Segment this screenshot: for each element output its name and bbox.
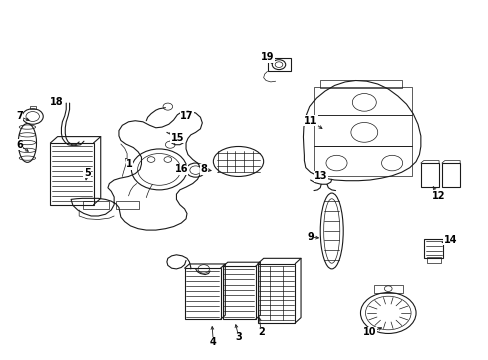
- Text: 15: 15: [170, 133, 184, 143]
- Bar: [426, 257, 440, 263]
- Text: 5: 5: [84, 168, 90, 178]
- Bar: [313, 87, 411, 116]
- Text: 3: 3: [235, 332, 242, 342]
- Bar: [82, 201, 109, 209]
- Text: 12: 12: [431, 191, 445, 201]
- Text: 18: 18: [50, 98, 63, 107]
- Bar: [420, 163, 438, 187]
- Bar: [116, 201, 139, 209]
- Text: 10: 10: [363, 327, 376, 337]
- Text: 6: 6: [16, 140, 22, 150]
- Text: 19: 19: [260, 52, 274, 62]
- Bar: [313, 147, 411, 176]
- Bar: [441, 163, 459, 187]
- Bar: [320, 80, 401, 87]
- Bar: [223, 266, 255, 319]
- Text: 14: 14: [443, 235, 456, 245]
- Text: 16: 16: [174, 165, 187, 174]
- Bar: [267, 58, 290, 71]
- Text: 4: 4: [209, 337, 216, 347]
- Text: 11: 11: [303, 116, 317, 126]
- Bar: [50, 143, 93, 205]
- Text: 13: 13: [314, 171, 327, 181]
- Bar: [313, 116, 411, 147]
- Text: 17: 17: [180, 112, 193, 121]
- Bar: [424, 239, 443, 258]
- Bar: [373, 285, 402, 293]
- Text: 8: 8: [200, 165, 207, 174]
- Text: 9: 9: [306, 232, 313, 242]
- Text: 7: 7: [16, 112, 22, 121]
- Bar: [30, 106, 36, 109]
- Text: 1: 1: [126, 159, 133, 169]
- Bar: [184, 268, 220, 319]
- Bar: [257, 264, 295, 323]
- Text: 2: 2: [257, 327, 264, 337]
